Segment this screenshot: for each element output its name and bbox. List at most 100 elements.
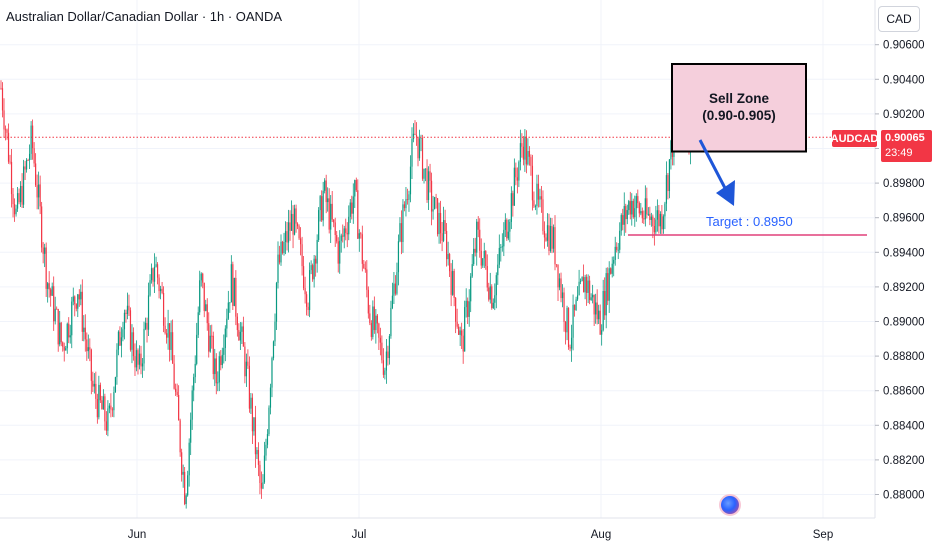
candle-body [272, 341, 275, 359]
candle-body [215, 358, 217, 384]
candle-body [421, 137, 424, 179]
candle-body [449, 254, 451, 272]
candle-body [576, 295, 579, 300]
candle-body [613, 259, 615, 264]
candle-body [423, 168, 425, 179]
candle-body [307, 306, 309, 311]
candle-body [131, 332, 133, 350]
candle-body [653, 225, 655, 233]
candle-body [432, 209, 434, 212]
candle-body [232, 264, 234, 306]
candle-body [476, 221, 478, 253]
last-price-tag: AUDCAD 0.90065 23:49 [831, 130, 932, 162]
candle-body [336, 235, 338, 242]
candle-body [313, 258, 315, 280]
candle-body [302, 266, 305, 289]
candle-body [364, 268, 366, 270]
candle-body [165, 333, 168, 338]
candle-body [290, 213, 293, 231]
candle-body [452, 270, 454, 295]
candle-body [84, 327, 86, 340]
candle-body [382, 360, 384, 375]
candle-body [224, 328, 226, 349]
candle-body [41, 206, 43, 248]
candle-body [205, 304, 207, 311]
candle-body [150, 268, 153, 281]
candle-body [465, 300, 467, 308]
candle-body [48, 283, 50, 290]
candle-body [29, 153, 31, 161]
candle-body [337, 241, 339, 264]
candle-body [539, 196, 541, 200]
candle-body [599, 310, 601, 335]
candle-body [492, 302, 494, 309]
sell-zone-label: Sell Zone (0.90-0.905) [672, 90, 806, 124]
candle-body [403, 204, 406, 209]
candle-body [531, 165, 534, 201]
candle-body [578, 281, 580, 296]
candle-body [7, 132, 10, 162]
candle-body [193, 377, 195, 391]
candle-body [570, 337, 573, 349]
candle-body [409, 166, 412, 195]
candle-body [265, 444, 267, 456]
candle-body [662, 216, 664, 230]
candle-body [406, 199, 409, 200]
candle-body [665, 175, 668, 204]
candle-body [519, 143, 521, 162]
candle-body [316, 239, 318, 264]
candle-body [455, 297, 457, 322]
candle-body [75, 304, 77, 309]
candle-body [111, 409, 114, 411]
candle-body [664, 203, 666, 217]
candle-body [634, 208, 636, 218]
candle-body [546, 225, 549, 241]
candle-body [119, 331, 121, 346]
candle-body [459, 330, 461, 335]
candle-body [322, 190, 324, 221]
candle-body [330, 203, 332, 230]
currency-button[interactable]: CAD [878, 6, 920, 32]
candle-body [135, 350, 138, 368]
candle-body [638, 203, 640, 214]
candle-body [120, 337, 123, 346]
candle-body [528, 151, 531, 157]
candle-body [500, 247, 502, 248]
candle-body [105, 421, 107, 431]
candle-body [566, 307, 568, 333]
candle-body [155, 264, 157, 267]
candle-body [394, 283, 397, 294]
candle-body [114, 377, 117, 393]
candle-body [430, 180, 433, 212]
candle-body [551, 226, 553, 249]
time-tick-label: Sep [813, 529, 833, 541]
time-axis: Jun Jul Aug Sep [128, 529, 834, 541]
candle-body [185, 495, 187, 505]
candle-body [292, 213, 294, 235]
candle-body [158, 277, 160, 292]
candle-body [123, 312, 126, 330]
candle-body [349, 202, 351, 217]
candle-body [12, 194, 14, 205]
candle-body [65, 348, 67, 351]
candle-body [262, 482, 264, 489]
candle-body [643, 218, 645, 220]
candle-body [605, 273, 607, 316]
candle-body [623, 206, 625, 225]
candle-body [439, 213, 442, 234]
price-tick-label: 0.90200 [883, 109, 925, 121]
sell-zone-range: (0.90-0.905) [702, 108, 776, 123]
candle-body [537, 183, 540, 200]
price-tick-label: 0.88600 [883, 386, 925, 398]
candle-body [62, 342, 64, 347]
candle-body [187, 475, 189, 496]
tradingview-logo-icon[interactable] [719, 494, 741, 516]
candle-body [622, 215, 624, 225]
candle-body [521, 143, 523, 147]
candle-body [268, 407, 270, 435]
candle-body [429, 171, 431, 181]
candle-body [45, 247, 47, 289]
candle-body [331, 203, 333, 220]
candle-body [137, 350, 139, 365]
